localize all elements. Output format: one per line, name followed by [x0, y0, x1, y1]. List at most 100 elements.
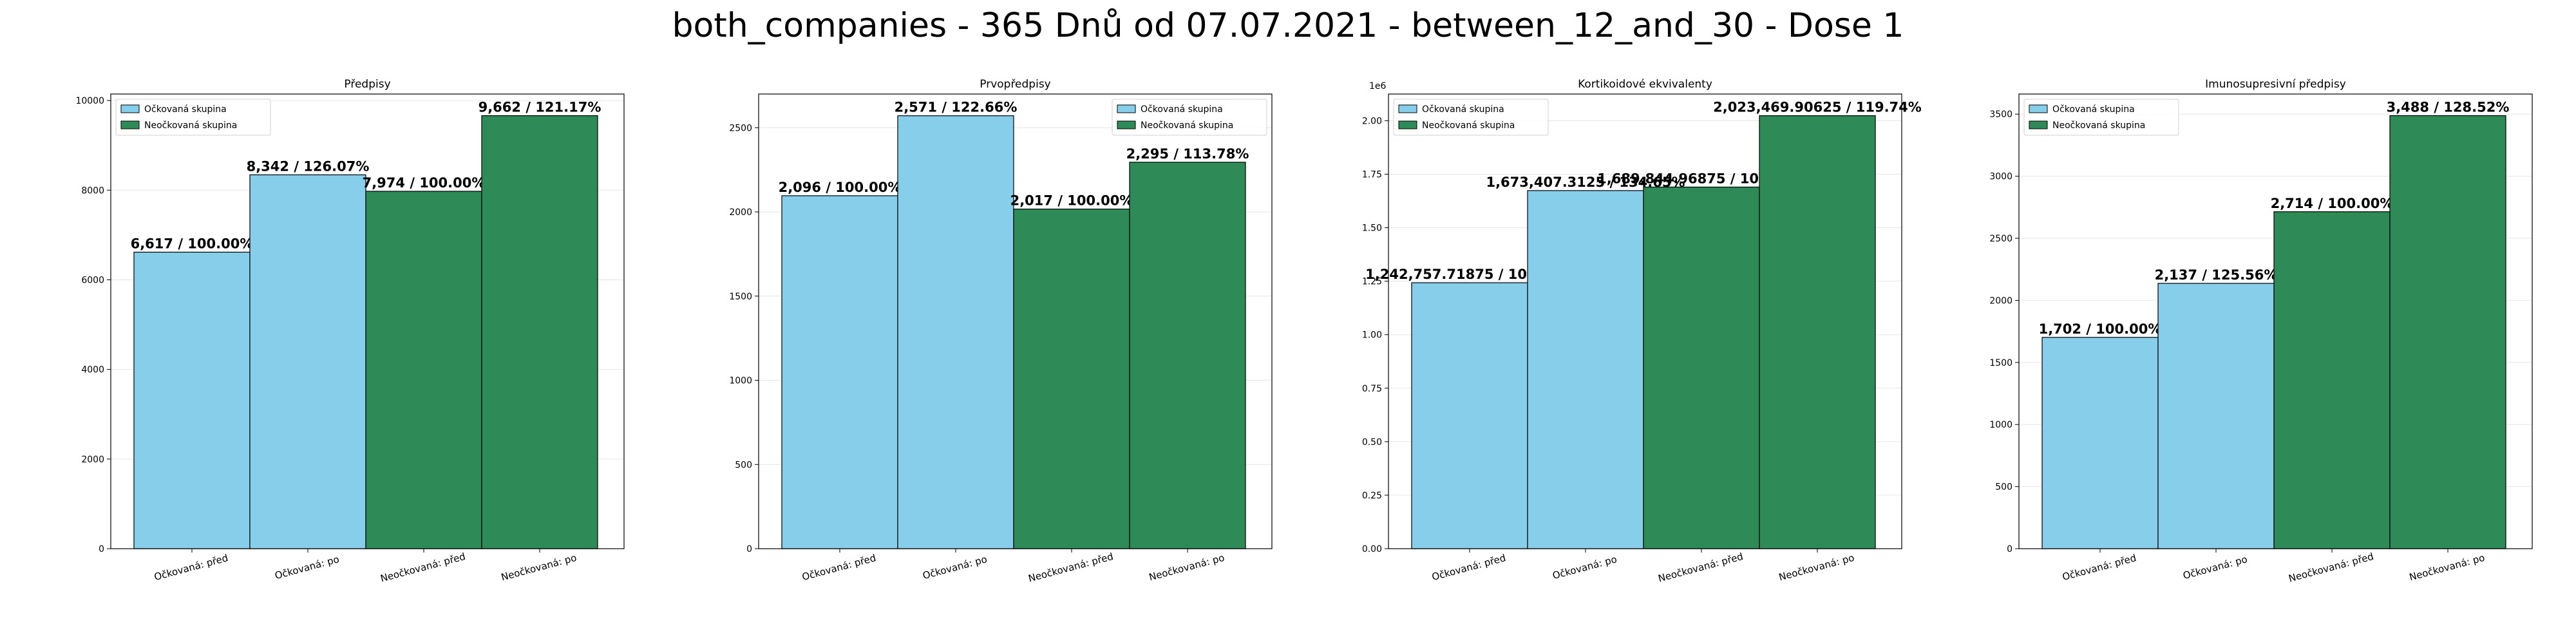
legend-swatch-vaccinated: [1117, 104, 1136, 113]
y-tick-label: 1.50: [1362, 223, 1382, 234]
y-tick-label: 0: [2007, 544, 2012, 554]
y-scale-label: 1e6: [1369, 81, 1387, 91]
legend: Očkovaná skupina Neočkovaná skupina: [1393, 99, 1549, 136]
legend-swatch-unvaccinated: [1117, 120, 1136, 129]
bar-label: 2,571 / 122.66%: [895, 100, 1018, 115]
legend-swatch-unvaccinated: [2029, 120, 2048, 129]
bar-label: 6,617 / 100.00%: [131, 236, 254, 252]
bar: [2041, 337, 2159, 549]
bar: [1643, 186, 1760, 549]
y-tick-label: 2000: [1989, 296, 2012, 306]
y-tick-label: 0.75: [1362, 384, 1382, 394]
axes-frame: [2018, 93, 2533, 549]
y-tick-label: 6000: [81, 275, 104, 285]
x-tick-label: Očkovaná: po: [922, 553, 989, 582]
bar-label: 2,096 / 100.00%: [779, 180, 902, 195]
x-tick-label: Neočkovaná: před: [379, 551, 467, 585]
x-tick-label: Očkovaná: před: [153, 552, 229, 583]
y-tick-label: 0.25: [1362, 491, 1382, 501]
bar-label: 7,974 / 100.00%: [363, 175, 486, 191]
legend: Očkovaná skupina Neočkovaná skupina: [115, 99, 271, 136]
legend-label-unvaccinated: Neočkovaná skupina: [144, 120, 237, 131]
y-tick-label: 4000: [81, 365, 104, 375]
bar: [133, 251, 251, 549]
x-tick-label: Neočkovaná: před: [1027, 551, 1115, 585]
legend-label-unvaccinated: Neočkovaná skupina: [1422, 120, 1515, 131]
bar-label: 1,702 / 100.00%: [2039, 321, 2162, 337]
x-tick-label: Neočkovaná: po: [1148, 552, 1226, 583]
subplot-2: Prvopředpisy 0 500 1000 1500 2000 2500 2,096 / …: [729, 78, 1273, 585]
bar: [1527, 190, 1644, 549]
bar: [2157, 283, 2275, 549]
bar: [1129, 162, 1246, 549]
axes-frame: [758, 93, 1273, 549]
figure-title: both_companies - 365 Dnů od 07.07.2021 -…: [672, 6, 1904, 45]
legend: Očkovaná skupina Neočkovaná skupina: [2023, 99, 2179, 136]
y-tick-label: 500: [1995, 482, 2012, 493]
y-tick-label: 0: [746, 544, 752, 554]
y-tick-label: 1.75: [1362, 169, 1382, 180]
legend-label-unvaccinated: Neočkovaná skupina: [1141, 120, 1233, 131]
y-tick-label: 2500: [1989, 234, 2012, 244]
y-tick-label: 8000: [81, 185, 104, 196]
bar-label: 2,714 / 100.00%: [2271, 196, 2394, 211]
y-tick-label: 0: [99, 544, 104, 554]
x-tick-label: Očkovaná: před: [2061, 552, 2137, 583]
bar: [2273, 211, 2391, 549]
y-tick-label: 1500: [729, 292, 752, 302]
bar-label: 9,662 / 121.17%: [478, 100, 601, 115]
legend-label-vaccinated: Očkovaná skupina: [2052, 104, 2135, 115]
legend-label-vaccinated: Očkovaná skupina: [1141, 104, 1223, 115]
subplot-1: Předpisy 0 2000 4000 6000 8000 10000 6,617 / 10…: [75, 78, 625, 585]
bar: [481, 115, 598, 549]
bar: [1759, 115, 1876, 549]
x-tick-label: Neočkovaná: před: [1657, 551, 1745, 585]
bar-label: 2,295 / 113.78%: [1126, 146, 1249, 162]
y-tick-label: 500: [735, 460, 752, 470]
bar: [1013, 208, 1130, 549]
bar: [781, 195, 898, 549]
y-tick-label: 0.00: [1362, 544, 1382, 554]
legend-box: [1393, 99, 1549, 136]
subplot-title: Předpisy: [344, 78, 390, 91]
bar: [365, 191, 482, 549]
y-tick-label: 2000: [729, 207, 752, 218]
axes-frame: [1388, 93, 1902, 549]
legend-box: [2023, 99, 2179, 136]
y-tick-label: 2.00: [1362, 116, 1382, 126]
subplot-title: Kortikoidové ekvivalenty: [1578, 78, 1712, 91]
legend: Očkovaná skupina Neočkovaná skupina: [1112, 99, 1267, 136]
legend-box: [1112, 99, 1267, 136]
x-tick-label: Neočkovaná: po: [1777, 552, 1855, 583]
bar: [249, 174, 366, 549]
x-tick-label: Neočkovaná: před: [2287, 551, 2375, 585]
legend-label-vaccinated: Očkovaná skupina: [1422, 104, 1504, 115]
y-tick-label: 1500: [1989, 358, 2012, 368]
bar-label: 2,137 / 125.56%: [2155, 267, 2278, 283]
x-tick-label: Očkovaná: po: [274, 553, 341, 582]
y-tick-label: 2500: [729, 123, 752, 133]
y-tick-label: 3000: [1989, 172, 2012, 182]
y-tick-label: 1000: [1989, 420, 2012, 430]
y-tick-label: 0.50: [1362, 437, 1382, 448]
legend-label-unvaccinated: Neočkovaná skupina: [2052, 120, 2145, 131]
bar-label: 2,017 / 100.00%: [1010, 193, 1133, 209]
x-tick-label: Očkovaná: před: [1430, 552, 1507, 583]
y-tick-label: 1000: [729, 376, 752, 386]
axes-frame: [110, 93, 625, 549]
subplot-title: Prvopředpisy: [980, 78, 1051, 91]
x-tick-label: Očkovaná: po: [1551, 553, 1618, 582]
legend-swatch-unvaccinated: [1398, 120, 1417, 129]
legend-swatch-unvaccinated: [120, 120, 140, 129]
bar-label: 8,342 / 126.07%: [247, 158, 370, 174]
y-tick-label: 10000: [75, 96, 104, 106]
subplot-title: Imunosupresivní předpisy: [2205, 78, 2346, 91]
x-tick-label: Očkovaná: před: [800, 552, 877, 583]
legend-swatch-vaccinated: [2029, 104, 2048, 113]
legend-label-vaccinated: Očkovaná skupina: [144, 104, 227, 115]
subplot-4: Imunosupresivní předpisy 0 500 1000 1500 2000…: [1989, 78, 2533, 585]
bar-label: 2,023,469.90625 / 119.74%: [1713, 100, 1922, 115]
y-tick-label: 1.25: [1362, 277, 1382, 287]
legend-box: [115, 99, 271, 136]
